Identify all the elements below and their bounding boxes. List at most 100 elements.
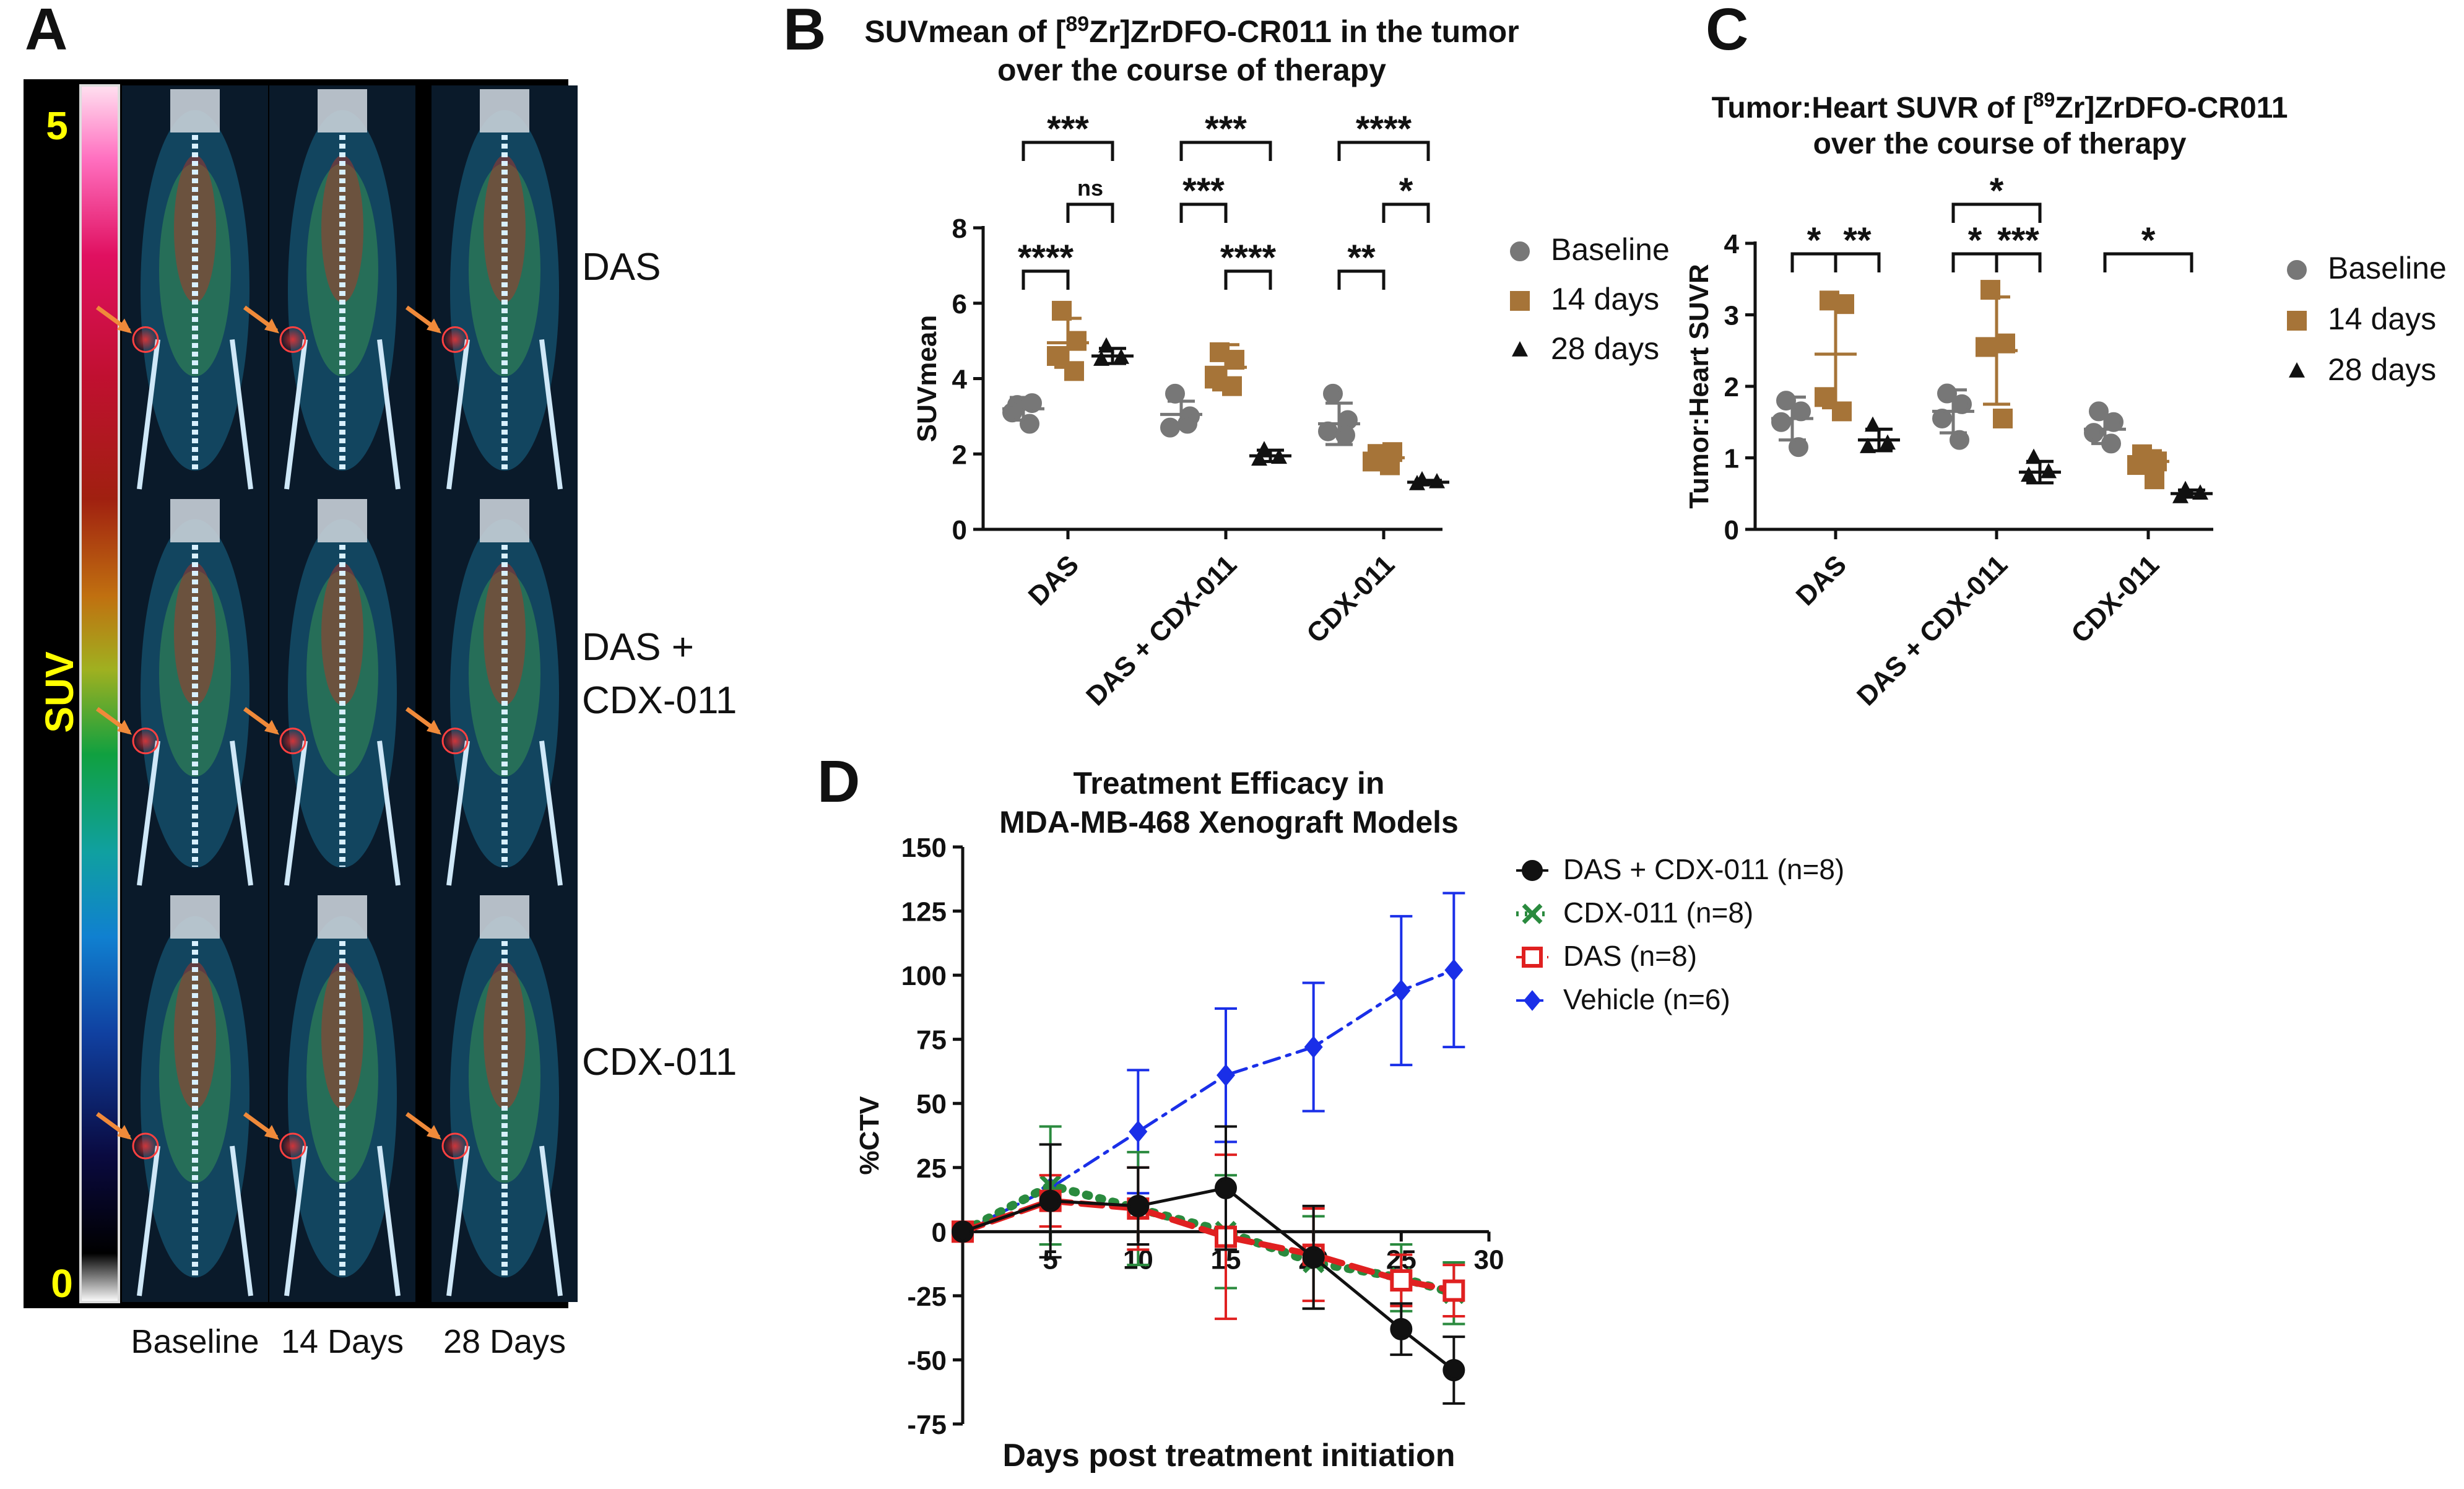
point-baseline-das-cdx-011 [1178,414,1197,434]
significance-label: *** [1047,109,1089,149]
y-tick-label: 1 [1724,444,1739,474]
point-14-days-das-cdx-011 [1980,280,2000,300]
y-tick-label: 100 [901,961,947,991]
mouse-r1-c0 [95,495,268,892]
data-point [1127,1194,1150,1217]
panel-d-letter: D [817,749,860,815]
mouse-organ-uptake [484,961,526,1109]
legend-marker-28-days [2289,362,2305,378]
y-tick-label: -75 [907,1410,947,1440]
mouse-body [288,916,397,1278]
point-28-days-das [1113,349,1129,364]
significance-label: * [1807,220,1821,261]
y-tick-label: 0 [932,1217,947,1248]
panel-c: C Tumor:Heart SUVR of [89Zr]ZrDFO-CR011 … [1684,0,2447,711]
point-14-days-das-cdx-011 [1993,408,2013,428]
data-point [1304,1036,1323,1059]
data-point [1390,1318,1413,1340]
mouse-hind-legs [446,1145,563,1296]
mouse-hind-legs [284,339,401,490]
significance-label: ns [1077,175,1103,201]
mouse-torso-uptake [469,570,540,777]
point-14-days-cdx-011 [2127,455,2147,475]
point-baseline-cdx-011 [1335,425,1355,445]
arrow-head-icon [427,318,441,334]
y-tick-label: 6 [952,289,967,319]
tumor-marker [279,727,306,755]
tumor-marker [441,326,469,353]
point-14-days-das-cdx-011 [1225,350,1244,370]
point-14-days-das [1047,345,1067,366]
data-point [1302,1246,1325,1269]
significance-bracket: * [1382,171,1430,223]
point-28-days-das [1865,416,1881,432]
legend-label-28-days: 28 days [2328,352,2436,387]
suv-scale-min: 0 [51,1261,73,1306]
significance-bracket: *** [1022,109,1114,161]
series-line [960,1197,1457,1294]
mouse-r2-c0 [95,892,268,1302]
point-28-days-das-cdx-011 [2026,448,2042,464]
point-14-days-das [1067,331,1087,351]
mouse-head [480,895,529,939]
data-point [1442,1279,1465,1302]
mouse-organ-uptake [484,155,526,303]
mouse-body [141,916,249,1278]
y-tick-label: 75 [916,1025,947,1056]
point-baseline-cdx-011 [2089,401,2109,422]
y-tick-label: 150 [901,833,947,863]
panel-b-letter: B [783,0,826,63]
y-tick-label: 2 [1724,372,1739,402]
tumor-marker [279,1132,306,1160]
significance-bracket: * [1951,220,1998,272]
arrow-head-icon [264,318,279,334]
mouse-head [480,499,529,542]
mouse-organ-uptake [321,961,363,1109]
significance-label: *** [1997,220,2039,261]
mouse-organ-uptake [321,155,363,303]
data-point [1217,1064,1235,1087]
panel-c-title-line1: Tumor:Heart SUVR of [89Zr]ZrDFO-CR011 [1712,89,2288,124]
significance-label: ** [1843,220,1872,261]
mouse-r1-c2 [405,495,578,892]
panel-a: A 5 0 SUV DAS DAS + CDX-011 CDX-011 Base… [24,0,737,1360]
significance-bracket: *** [1179,109,1272,161]
point-14-days-das [1052,300,1072,321]
y-tick-label: 0 [952,515,967,545]
significance-bracket: **** [1220,238,1277,290]
legend-marker-28-days [1512,341,1528,357]
mouse-hind-legs [284,1145,401,1296]
mouse-r2-c2 [405,892,578,1302]
suv-scale-label: SUV [37,651,82,733]
legend-marker-vehicle-n-6 [1524,990,1541,1011]
mouse-body [450,916,559,1278]
mouse-torso-uptake [306,570,378,777]
y-tick-label: 125 [901,897,947,927]
series-line [961,1186,1455,1372]
mouse-r2-c1 [243,892,415,1302]
significance-bracket: *** [1995,220,2042,272]
series-cdx-011-n-8 [952,1125,1465,1326]
point-28-days-cdx-011 [2172,488,2189,503]
point-baseline-das [1789,437,1808,458]
point-baseline-das [1771,412,1791,432]
suv-color-scale [79,84,120,1303]
bracket-line [1382,202,1430,223]
mouse-hind-legs [137,1145,253,1296]
bracket-line [1224,269,1272,290]
mouse-head [318,89,367,132]
significance-bracket: * [1951,171,2042,223]
significance-bracket: ns [1066,175,1114,223]
arrow-head-icon [117,719,132,735]
arrow-head-icon [427,719,441,735]
y-tick-label: -25 [907,1282,947,1312]
significance-label: ** [1347,238,1376,278]
point-14-days-cdx-011 [1363,451,1382,472]
mouse-r0-c0 [95,85,268,495]
point-14-days-das-cdx-011 [1205,368,1225,389]
point-baseline-cdx-011 [1318,421,1338,441]
row-label-cdx011: CDX-011 [582,1041,737,1083]
legend-marker-14-days [1510,291,1530,311]
